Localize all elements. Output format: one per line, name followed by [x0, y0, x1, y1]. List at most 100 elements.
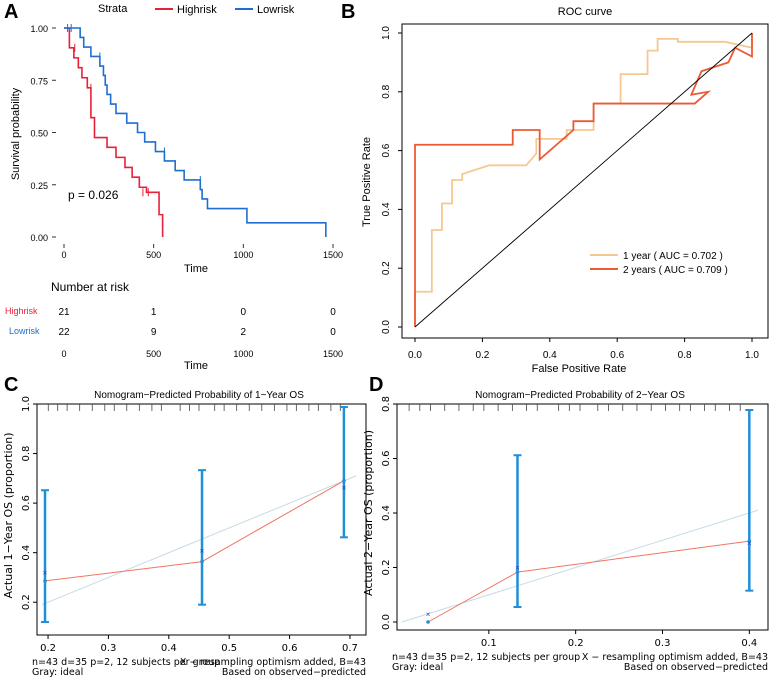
- cal-xtick-label: 0.2: [568, 638, 584, 649]
- cal-footer-right2: Based on observed−predicted: [222, 667, 366, 677]
- cal-footer-right2: Based on observed−predicted: [624, 662, 768, 673]
- cal-point: [426, 620, 430, 624]
- risk-xlabel: Time: [184, 360, 208, 372]
- roc-title: ROC curve: [558, 6, 612, 18]
- roc-frame: [401, 23, 769, 339]
- calibration-2year: Nomogram−Predicted Probability of 2−Year…: [362, 390, 769, 673]
- roc-ytick-label: 0.6: [381, 143, 392, 157]
- km-xtick-label: 1500: [323, 250, 343, 260]
- risk-count: 22: [58, 327, 70, 338]
- risk-count: 21: [58, 307, 70, 318]
- risk-title: Number at risk: [51, 280, 130, 294]
- risk-table: Number at risk Highrisk Lowrisk 21 1 0 0 22 9…: [5, 280, 343, 372]
- roc-legend-label: 2 years ( AUC = 0.709 ): [623, 265, 728, 276]
- cal-point: [200, 559, 204, 564]
- km-pvalue: p = 0.026: [68, 188, 119, 202]
- km-ylabel: Survival probability: [10, 87, 22, 180]
- cal-ylabel: Actual 2−Year OS (proportion): [362, 430, 375, 596]
- cal-title: Nomogram−Predicted Probability of 2−Year…: [475, 390, 685, 401]
- km-ytick-label: 1.00: [30, 24, 48, 34]
- panel-label-a: A: [4, 1, 18, 23]
- roc-curve-1: [414, 33, 753, 327]
- cal-corrected-mark: ×: [342, 483, 347, 492]
- risk-count: 0: [330, 327, 336, 338]
- cal-frame: [36, 403, 367, 636]
- cal-footer-gray: Gray: ideal: [32, 667, 83, 677]
- cal-fit-line: [44, 480, 345, 582]
- km-xlabel: Time: [184, 263, 208, 275]
- panel-label-b: B: [341, 1, 355, 23]
- cal-xtick-label: 0.1: [481, 638, 497, 649]
- risk-xtick-label: 1500: [323, 349, 343, 359]
- cal-ytick-label: 0.6: [381, 451, 392, 467]
- km-curve-lowrisk: [64, 27, 327, 237]
- cal-corrected-mark: ×: [747, 539, 752, 548]
- cal-ideal-line: [41, 475, 357, 606]
- cal-corrected-mark: ×: [515, 564, 520, 573]
- cal-footer-right1: X − resampling optimism added, B=43: [180, 657, 366, 668]
- cal-xtick-label: 0.6: [282, 643, 298, 654]
- cal-ytick-label: 0.2: [381, 560, 392, 576]
- roc-ytick-label: 1.0: [381, 26, 392, 40]
- cal-corrected-mark: ×: [200, 547, 205, 556]
- roc-ytick-label: 0.8: [381, 84, 392, 98]
- risk-xtick-label: 500: [146, 349, 161, 359]
- cal-footer-gray: Gray: ideal: [392, 662, 443, 673]
- km-ytick-label: 0.25: [30, 181, 48, 191]
- risk-xtick-label: 1000: [233, 349, 253, 359]
- cal-ideal-line: [401, 509, 759, 623]
- risk-count: 2: [241, 327, 247, 338]
- cal-xtick-label: 0.2: [40, 643, 56, 654]
- risk-label-high: Highrisk: [5, 306, 38, 316]
- cal-ytick-label: 0.4: [381, 505, 392, 521]
- cal-point: [747, 539, 752, 543]
- cal-ytick-label: 0.8: [381, 396, 392, 412]
- cal-point: [43, 579, 47, 583]
- roc-plot: ROC curve True Positive Rate False Posit…: [361, 6, 769, 375]
- roc-xtick-label: 0.8: [678, 350, 692, 361]
- roc-xtick-label: 1.0: [745, 350, 759, 361]
- risk-xtick-label: 0: [61, 349, 66, 359]
- cal-xtick-label: 0.4: [741, 638, 757, 649]
- cal-ytick-label: 1.0: [21, 396, 32, 412]
- risk-label-low: Lowrisk: [9, 326, 40, 336]
- cal-ytick-label: 0.4: [21, 545, 32, 561]
- panel-label-d: D: [369, 374, 383, 396]
- km-xtick-label: 500: [146, 250, 161, 260]
- cal-xtick-label: 0.5: [221, 643, 237, 654]
- cal-point: [515, 570, 520, 574]
- cal-frame: [396, 403, 769, 631]
- cal-xtick-label: 0.3: [655, 638, 671, 649]
- roc-curve-2: [414, 33, 753, 327]
- cal-point: [342, 479, 346, 483]
- cal-footer-left: n=43 d=35 p=2, 12 subjects per group: [392, 652, 580, 663]
- roc-ytick-label: 0.2: [381, 261, 392, 275]
- km-ytick-label: 0.50: [30, 129, 48, 139]
- risk-count: 1: [151, 307, 157, 318]
- cal-ytick-label: 0.8: [21, 446, 32, 462]
- roc-ytick-label: 0.0: [381, 320, 392, 334]
- cal-fit-line: [427, 540, 750, 623]
- km-ytick-label: 0.75: [30, 76, 48, 86]
- roc-ytick-label: 0.4: [381, 202, 392, 216]
- km-legend-title: Strata: [98, 3, 128, 15]
- risk-count: 0: [241, 307, 247, 318]
- cal-xtick-label: 0.3: [100, 643, 116, 654]
- cal-ytick-label: 0.2: [21, 594, 32, 610]
- km-curve-highrisk: [64, 27, 164, 237]
- calibration-1year: Nomogram−Predicted Probability of 1−Year…: [2, 390, 367, 677]
- cal-corrected-mark: ×: [426, 610, 431, 619]
- roc-xtick-label: 0.2: [475, 350, 489, 361]
- km-legend-high: Highrisk: [177, 4, 217, 16]
- km-plot: Strata Highrisk Lowrisk Survival probabi…: [10, 3, 343, 275]
- cal-xtick-label: 0.4: [161, 643, 177, 654]
- roc-xtick-label: 0.4: [543, 350, 557, 361]
- roc-ylabel: True Positive Rate: [361, 137, 373, 227]
- roc-xtick-label: 0.0: [408, 350, 422, 361]
- roc-legend-label: 1 year ( AUC = 0.702 ): [623, 251, 723, 262]
- cal-footer-left: n=43 d=35 p=2, 12 subjects per group: [32, 657, 220, 668]
- cal-title: Nomogram−Predicted Probability of 1−Year…: [94, 390, 304, 401]
- km-ytick-label: 0.00: [30, 233, 48, 243]
- km-xtick-label: 0: [61, 250, 66, 260]
